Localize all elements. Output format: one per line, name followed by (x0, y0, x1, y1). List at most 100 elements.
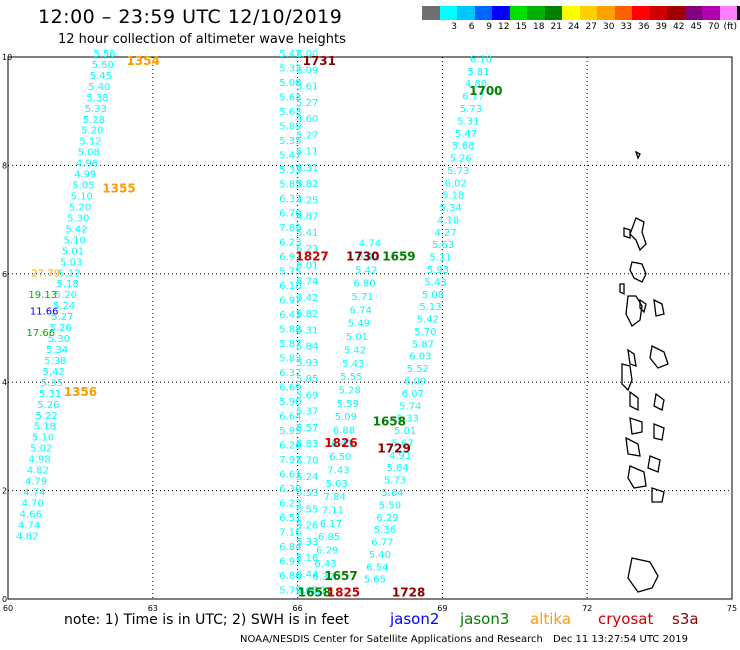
wave-height-label: 5.20 (69, 202, 91, 213)
wave-height-label: 5.05 (72, 181, 94, 192)
coastline-shape (629, 217, 647, 252)
legend-swatch (457, 6, 475, 20)
wave-height-label: 6.09 (296, 65, 318, 76)
wave-height-label: 5.53 (296, 488, 318, 499)
wave-height-label: 5.93 (296, 358, 318, 369)
coastline-shape (639, 298, 647, 314)
wave-height-label: 6.29 (316, 546, 338, 557)
coastline-shape (629, 261, 647, 283)
wave-height-label: 11.66 (30, 306, 59, 317)
legend-label: 42 (673, 22, 685, 32)
wave-height-label: 4.60 (296, 114, 318, 125)
wave-height-label: 5.10 (64, 235, 86, 246)
pass-time-label: 1700 (469, 84, 502, 98)
wave-height-label: 6.61 (279, 470, 301, 481)
pass-time-label: 1729 (377, 442, 410, 456)
wave-height-label: 6.03 (409, 352, 431, 363)
wave-height-label: 6.91 (279, 557, 301, 568)
legend-swatch (597, 6, 615, 20)
wave-height-label: 6.23 (279, 499, 301, 510)
pass-time-label: 1659 (382, 249, 415, 263)
y-tick-label: 2 (2, 487, 7, 496)
pass-time-label: 1825 (327, 585, 360, 599)
wave-height-label: 5.11 (429, 253, 451, 264)
wave-height-label: 6.97 (279, 252, 301, 263)
coastline-shape (653, 423, 665, 441)
wave-height-label: 6.02 (445, 178, 467, 189)
wave-height-label: 4.82 (27, 466, 49, 477)
legend-label: 9 (486, 22, 492, 32)
legend-label: (ft) (723, 22, 737, 32)
wave-height-label: 6.54 (366, 562, 388, 573)
wave-height-label: 5.13 (419, 302, 441, 313)
wave-height-label: 5.67 (392, 438, 414, 449)
coastline-shape (649, 345, 669, 369)
coastline-shape (647, 455, 661, 473)
wave-height-label: 5.42 (417, 315, 439, 326)
wave-height-label: 5.16 (296, 553, 318, 564)
legend-label: 18 (533, 22, 545, 32)
wave-height-label: 5.64 (381, 488, 403, 499)
legend-label: 33 (620, 22, 632, 32)
legend-swatch (422, 6, 440, 20)
legend-swatch (702, 6, 720, 20)
wave-height-label: 5.08 (78, 148, 100, 159)
wave-height-label: 5.01 (394, 426, 416, 437)
legend-jason3: jason3 (460, 610, 510, 628)
wave-height-label: 5.52 (407, 364, 429, 375)
wave-height-label: 5.84 (296, 342, 318, 353)
wave-height-label: 4.25 (296, 195, 318, 206)
wave-height-label: 4.79 (25, 477, 47, 488)
wave-height-label: 5.71 (351, 292, 373, 303)
x-tick-label: 69 (437, 604, 447, 613)
wave-height-label: 6.13 (311, 586, 333, 597)
wave-height-label: 17.66 (27, 328, 56, 339)
legend-label: 27 (585, 22, 597, 32)
wave-height-label: 5.47 (279, 151, 301, 162)
wave-height-label: 5.42 (355, 265, 377, 276)
coastline-shape (629, 417, 643, 435)
chart-title: 12:00 – 23:59 UTC 12/10/2019 (38, 6, 343, 28)
wave-height-label: 5.30 (67, 213, 89, 224)
wave-height-label: 5.36 (374, 525, 396, 536)
wave-height-label: 6.74 (296, 277, 318, 288)
wave-height-label: 5.55 (340, 372, 362, 383)
legend-label: 12 (498, 22, 510, 32)
wave-height-label: 4.98 (28, 455, 50, 466)
pass-time-label: 1731 (303, 54, 336, 68)
legend-label: 30 (603, 22, 615, 32)
wave-height-label: 7.97 (279, 455, 301, 466)
pass-time-label: 1826 (324, 436, 357, 450)
wave-height-label: 6.32 (312, 572, 334, 583)
wave-height-label: 6.37 (279, 194, 301, 205)
x-tick-label: 66 (293, 604, 303, 613)
wave-height-label: 4.66 (20, 509, 42, 520)
wave-height-label: 5.69 (296, 390, 318, 401)
wave-height-label: 6.64 (279, 412, 301, 423)
wave-height-label: 5.50 (92, 60, 114, 71)
y-tick-label: 10 (2, 53, 12, 62)
wave-height-label: 6.31 (296, 325, 318, 336)
wave-height-label: 5.22 (35, 411, 57, 422)
coastline-shape (627, 557, 659, 593)
wave-height-label: 5.35 (279, 136, 301, 147)
wave-height-label: 6.31 (296, 163, 318, 174)
wave-height-label: 5.73 (384, 476, 406, 487)
wave-height-label: 5.27 (296, 130, 318, 141)
legend-swatch (562, 6, 580, 20)
wave-height-label: 5.18 (57, 279, 79, 290)
wave-height-label: 5.68 (452, 141, 474, 152)
legend-swatch (544, 6, 562, 20)
wave-height-label: 4.82 (16, 531, 38, 542)
wave-height-label: 5.24 (53, 301, 75, 312)
wave-height-label: 6.69 (279, 383, 301, 394)
wave-height-label: 5.64 (386, 463, 408, 474)
wave-height-label: 5.42 (344, 345, 366, 356)
wave-height-label: 5.30 (48, 334, 70, 345)
wave-height-label: 5.03 (325, 479, 347, 490)
legend-swatch (632, 6, 650, 20)
wave-height-label: 5.87 (279, 339, 301, 350)
legend-label: 24 (568, 22, 580, 32)
wave-height-label: 5.35 (41, 378, 63, 389)
